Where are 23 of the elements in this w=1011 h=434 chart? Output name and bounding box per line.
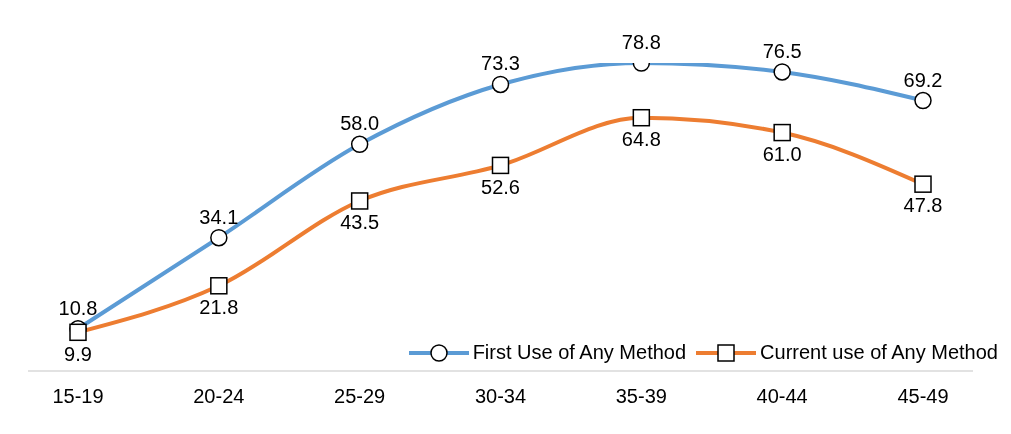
x-tick-label: 25-29 xyxy=(334,385,386,408)
data-label: 10.8 xyxy=(58,296,98,319)
legend-label: Current use of Any Method xyxy=(760,341,998,364)
data-label: 76.5 xyxy=(762,39,802,62)
data-label: 64.8 xyxy=(621,127,661,150)
x-tick-label: 30-34 xyxy=(474,385,527,408)
data-label: 9.9 xyxy=(64,342,92,365)
x-tick-label: 35-39 xyxy=(615,385,667,408)
legend-label: First Use of Any Method xyxy=(472,341,687,364)
data-label: 58.0 xyxy=(340,112,380,135)
data-label: 34.1 xyxy=(199,205,239,228)
x-tick-label: 45-49 xyxy=(897,385,949,408)
x-tick-label: 15-19 xyxy=(52,385,104,408)
data-label: 73.3 xyxy=(481,52,520,75)
x-tick-label: 20-24 xyxy=(193,385,245,408)
data-label: 69.2 xyxy=(903,68,943,91)
data-label: 78.8 xyxy=(621,31,661,53)
data-label: 61.0 xyxy=(762,142,802,165)
x-tick-label: 40-44 xyxy=(756,385,808,408)
data-label: 47.8 xyxy=(903,194,943,217)
data-label: 43.5 xyxy=(340,211,380,234)
data-label: 21.8 xyxy=(199,295,239,318)
data-label: 52.6 xyxy=(481,175,520,198)
